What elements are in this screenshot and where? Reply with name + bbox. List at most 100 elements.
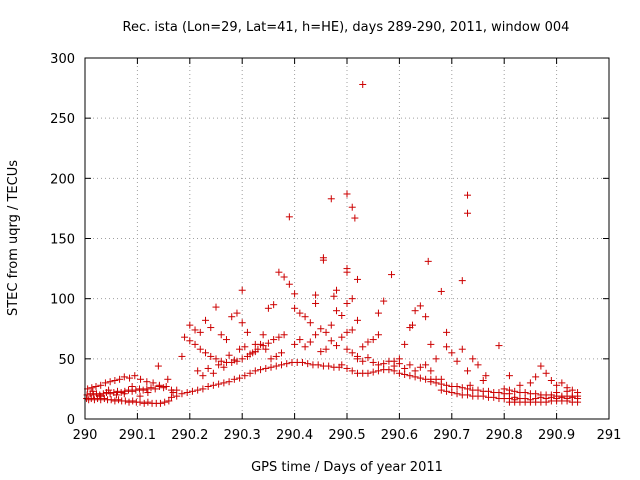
data-point <box>167 393 175 401</box>
data-point <box>120 373 128 381</box>
data-point <box>351 214 359 222</box>
x-tick-label: 290.4 <box>276 428 313 443</box>
data-point <box>374 361 382 369</box>
data-point <box>369 358 377 366</box>
data-point <box>151 385 159 393</box>
data-point <box>106 390 114 398</box>
data-point <box>330 292 338 300</box>
data-point <box>194 367 202 375</box>
data-point <box>537 393 545 401</box>
data-point <box>199 372 207 380</box>
x-tick-label: 290.2 <box>171 428 208 443</box>
data-point <box>186 337 194 345</box>
data-point <box>124 386 132 394</box>
data-point <box>466 381 474 389</box>
data-point <box>364 369 372 377</box>
data-point <box>251 367 259 375</box>
data-point <box>143 378 151 386</box>
data-point <box>568 386 576 394</box>
x-tick-label: 290.3 <box>224 428 261 443</box>
data-point <box>338 312 346 320</box>
data-point <box>164 375 172 383</box>
data-point <box>353 316 361 324</box>
y-tick-label: 100 <box>50 293 75 308</box>
data-point <box>267 355 275 363</box>
data-point <box>165 397 173 405</box>
data-point <box>500 385 508 393</box>
data-point <box>490 393 498 401</box>
data-point <box>267 363 275 371</box>
data-point <box>275 268 283 276</box>
data-point <box>173 386 181 394</box>
data-point <box>312 291 320 299</box>
data-point <box>348 203 356 211</box>
data-point <box>259 331 267 339</box>
data-point <box>215 380 223 388</box>
data-point <box>306 338 314 346</box>
data-point <box>333 286 341 294</box>
data-point <box>364 354 372 362</box>
data-point <box>89 387 97 395</box>
data-point <box>458 384 466 392</box>
data-point <box>278 361 285 369</box>
data-point <box>106 378 114 386</box>
data-point <box>196 328 204 336</box>
data-point <box>558 379 566 387</box>
data-point <box>369 368 377 376</box>
data-point <box>401 370 409 378</box>
data-point <box>563 387 571 395</box>
data-point <box>97 381 105 389</box>
data-point <box>411 367 419 375</box>
data-point <box>120 390 128 398</box>
data-point <box>427 367 435 375</box>
y-tick-label: 300 <box>50 52 75 67</box>
data-point <box>280 331 288 339</box>
data-point <box>505 372 513 380</box>
data-point <box>183 389 191 397</box>
data-point <box>464 391 472 399</box>
data-point <box>448 389 456 397</box>
data-point <box>230 375 238 383</box>
data-point <box>453 390 461 398</box>
data-point <box>92 383 100 391</box>
data-point <box>191 340 199 348</box>
data-point <box>511 393 519 401</box>
data-point <box>553 381 561 389</box>
data-point <box>257 340 265 348</box>
data-point <box>230 356 238 364</box>
data-point <box>537 362 545 370</box>
data-point <box>359 357 367 365</box>
data-point <box>217 331 225 339</box>
data-point <box>241 343 249 351</box>
data-point <box>270 301 278 309</box>
data-point <box>385 357 393 365</box>
data-point <box>97 392 105 400</box>
data-point <box>553 389 561 397</box>
data-point <box>188 387 196 395</box>
data-point <box>416 363 424 371</box>
data-point <box>395 355 403 363</box>
y-tick-label: 0 <box>67 413 75 428</box>
data-point <box>432 355 440 363</box>
data-point <box>495 342 503 350</box>
data-point <box>343 364 351 372</box>
data-point <box>301 343 309 351</box>
data-point <box>251 348 259 356</box>
data-point <box>105 386 113 394</box>
data-point <box>264 304 272 312</box>
data-point <box>161 398 169 406</box>
data-point <box>364 338 372 346</box>
data-point <box>353 355 361 363</box>
data-point <box>126 374 134 382</box>
data-point <box>135 385 143 393</box>
data-point <box>322 345 330 353</box>
data-point <box>495 389 503 397</box>
data-point <box>553 395 561 403</box>
data-point <box>191 326 199 334</box>
data-point <box>443 387 451 395</box>
data-point <box>359 343 367 351</box>
data-point <box>563 395 571 403</box>
data-point <box>558 393 566 401</box>
data-point <box>464 367 472 375</box>
data-point <box>443 381 451 389</box>
